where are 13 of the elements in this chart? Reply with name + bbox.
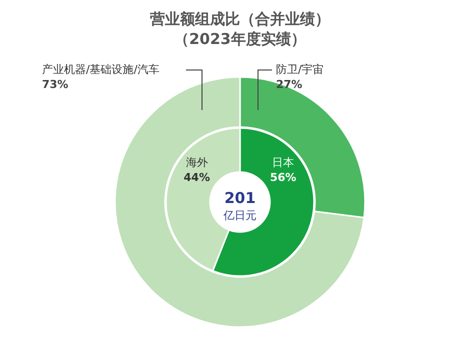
slice-label: 日本	[272, 156, 294, 169]
data-label: 44%	[184, 171, 210, 184]
slice-label: 产业机器/基础设施/汽车	[42, 63, 160, 76]
text: 亿日元	[222, 209, 256, 222]
chart-title: 营业额组成比（合并业绩）	[149, 10, 330, 28]
data-label: 27%	[276, 78, 302, 91]
data-label: 56%	[270, 171, 296, 184]
slice-label: 海外	[186, 156, 208, 169]
slice-label: 防卫/宇宙	[276, 63, 324, 76]
text: 201	[224, 189, 256, 207]
data-label: 73%	[42, 78, 68, 91]
chart-subtitle: （2023年度实绩）	[174, 30, 306, 48]
donut-slice	[114, 76, 365, 328]
